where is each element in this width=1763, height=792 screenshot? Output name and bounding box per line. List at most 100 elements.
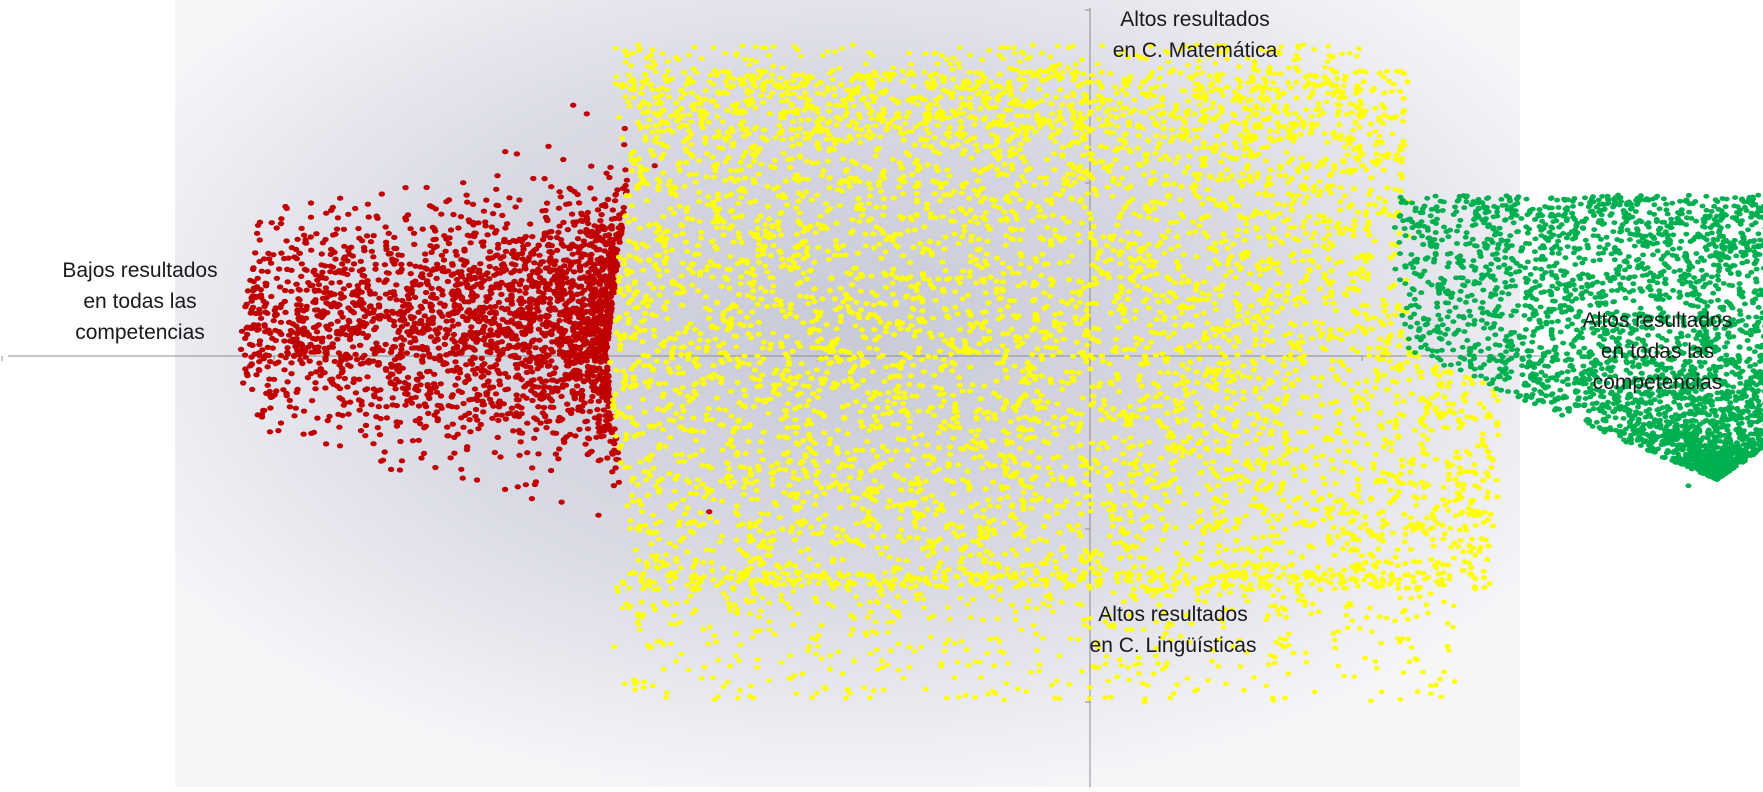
red-point bbox=[267, 405, 273, 410]
red-point bbox=[556, 206, 562, 211]
red-point bbox=[446, 241, 452, 246]
red-point bbox=[439, 314, 445, 319]
red-point bbox=[371, 392, 377, 397]
red-point bbox=[577, 229, 583, 234]
red-point bbox=[449, 263, 455, 268]
red-point bbox=[536, 253, 542, 258]
red-point bbox=[427, 272, 433, 277]
red-point bbox=[411, 315, 417, 320]
red-point bbox=[375, 313, 381, 318]
red-point bbox=[322, 385, 328, 390]
red-point bbox=[479, 356, 485, 361]
red-point bbox=[395, 330, 401, 335]
red-point bbox=[341, 244, 347, 249]
red-point bbox=[505, 411, 511, 416]
red-point bbox=[388, 381, 394, 386]
red-point bbox=[284, 350, 290, 355]
red-point bbox=[376, 277, 382, 282]
red-point bbox=[457, 370, 463, 375]
red-point bbox=[560, 336, 566, 341]
red-point bbox=[553, 452, 559, 457]
red-point bbox=[284, 379, 290, 384]
red-point bbox=[501, 401, 507, 406]
red-point bbox=[511, 287, 517, 292]
red-point bbox=[391, 323, 397, 328]
red-point bbox=[314, 416, 320, 421]
red-point bbox=[303, 268, 309, 273]
red-point bbox=[416, 403, 422, 408]
red-point bbox=[312, 345, 318, 350]
red-point bbox=[517, 307, 523, 312]
red-point bbox=[405, 386, 411, 391]
red-point bbox=[244, 371, 250, 376]
red-point bbox=[377, 432, 383, 437]
red-point bbox=[546, 249, 552, 254]
red-point bbox=[566, 259, 572, 264]
red-point bbox=[552, 365, 558, 370]
red-point bbox=[557, 282, 563, 287]
red-point bbox=[309, 398, 315, 403]
red-point bbox=[422, 313, 428, 318]
red-point bbox=[304, 288, 310, 293]
red-point bbox=[325, 302, 331, 307]
red-point bbox=[493, 266, 499, 271]
red-point bbox=[358, 361, 364, 366]
red-point bbox=[355, 283, 361, 288]
red-point bbox=[604, 394, 610, 399]
red-point bbox=[404, 350, 410, 355]
red-point bbox=[567, 342, 573, 347]
red-point bbox=[420, 353, 426, 358]
red-point bbox=[525, 381, 531, 386]
red-point bbox=[250, 265, 256, 270]
red-point bbox=[500, 254, 506, 259]
red-point bbox=[299, 261, 305, 266]
red-point bbox=[436, 266, 442, 271]
red-point bbox=[556, 189, 562, 194]
red-point bbox=[583, 262, 589, 267]
red-point bbox=[337, 280, 343, 285]
red-point bbox=[548, 332, 554, 337]
red-point bbox=[606, 324, 612, 329]
red-point bbox=[253, 311, 259, 316]
red-point bbox=[520, 362, 526, 367]
red-point bbox=[383, 404, 389, 409]
red-point bbox=[275, 428, 281, 433]
red-point bbox=[487, 264, 493, 269]
red-point bbox=[607, 416, 613, 421]
red-point bbox=[555, 456, 561, 461]
red-point bbox=[249, 362, 255, 367]
red-point bbox=[546, 363, 552, 368]
red-point bbox=[494, 412, 500, 417]
red-point bbox=[335, 215, 341, 220]
red-point bbox=[597, 218, 603, 223]
red-point bbox=[531, 260, 537, 265]
red-point bbox=[485, 255, 491, 260]
red-point bbox=[585, 426, 591, 431]
red-point bbox=[550, 349, 556, 354]
red-point bbox=[460, 401, 466, 406]
red-point bbox=[352, 352, 358, 357]
red-point bbox=[531, 415, 537, 420]
red-point bbox=[533, 392, 539, 397]
red-point bbox=[383, 342, 389, 347]
red-point bbox=[368, 402, 374, 407]
red-point bbox=[258, 287, 264, 292]
red-point bbox=[532, 345, 538, 350]
red-point bbox=[583, 227, 589, 232]
red-point bbox=[493, 391, 499, 396]
red-point bbox=[531, 311, 537, 316]
red-point bbox=[480, 244, 486, 249]
red-point bbox=[565, 227, 571, 232]
red-point bbox=[529, 234, 535, 239]
red-point bbox=[322, 346, 328, 351]
red-point bbox=[287, 398, 293, 403]
red-point bbox=[500, 347, 506, 352]
red-point bbox=[422, 251, 428, 256]
red-point bbox=[516, 428, 522, 433]
red-point bbox=[581, 238, 587, 243]
red-point bbox=[290, 321, 296, 326]
red-point bbox=[274, 276, 280, 281]
red-point bbox=[257, 338, 263, 343]
red-point bbox=[507, 311, 513, 316]
